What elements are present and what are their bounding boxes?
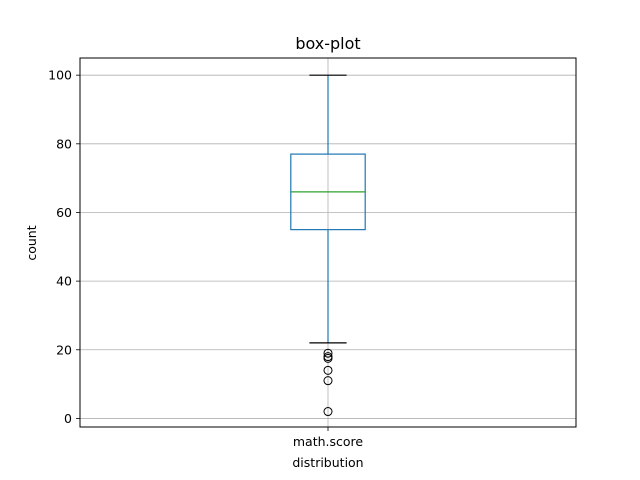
box-elements [290, 74, 366, 417]
y-tick-label: 60 [56, 205, 72, 220]
x-axis-label: distribution [292, 455, 363, 470]
outlier-point [323, 348, 333, 358]
y-tick-label: 40 [56, 274, 72, 289]
outlier-point [323, 365, 333, 375]
x-axis-ticks: math.score [293, 427, 364, 449]
y-tick-label: 100 [48, 68, 72, 83]
y-axis-label: count [24, 225, 39, 260]
chart-title: box-plot [295, 34, 360, 53]
y-tick-label: 20 [56, 342, 72, 357]
outlier-point [323, 376, 333, 386]
x-tick-label: math.score [293, 434, 364, 449]
y-tick-label: 80 [56, 136, 72, 151]
y-tick-label: 0 [64, 411, 72, 426]
outlier-point [323, 407, 333, 417]
y-axis-ticks: 0 20 40 60 80 100 [48, 68, 80, 426]
outlier-point [323, 353, 333, 363]
